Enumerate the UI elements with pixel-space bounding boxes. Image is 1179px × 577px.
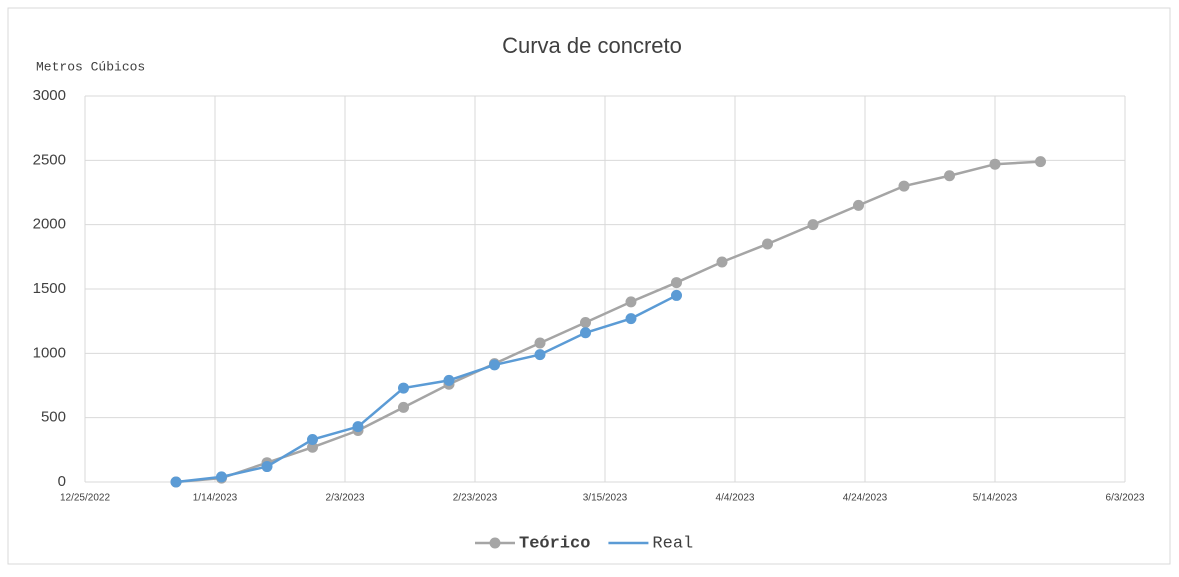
data-point — [625, 296, 637, 308]
y-axis-label: Metros Cúbicos — [36, 59, 145, 74]
data-point — [352, 421, 364, 433]
data-point — [261, 461, 273, 473]
data-point — [944, 170, 955, 182]
data-point — [989, 158, 1001, 170]
data-point — [671, 289, 682, 301]
data-point — [534, 349, 546, 361]
data-point — [625, 313, 637, 325]
data-point — [898, 180, 910, 192]
data-point — [443, 374, 455, 386]
data-point — [853, 199, 864, 211]
y-tick-label: 2000 — [33, 216, 66, 233]
data-point — [534, 337, 546, 349]
data-point — [762, 238, 773, 250]
data-point — [489, 359, 500, 371]
x-tick-label: 4/24/2023 — [843, 493, 888, 504]
x-tick-label: 6/3/2023 — [1106, 493, 1145, 504]
data-point — [398, 401, 409, 413]
series-line — [175, 160, 1041, 484]
legend-label: Real — [652, 534, 693, 553]
data-point — [807, 219, 819, 231]
x-tick-label: 12/25/2022 — [60, 493, 110, 504]
y-tick-label: 0 — [58, 473, 66, 490]
data-point — [170, 476, 182, 488]
data-point — [580, 316, 591, 328]
data-point — [398, 382, 409, 394]
y-tick-label: 1000 — [33, 344, 66, 361]
chart-border — [7, 7, 1171, 565]
y-tick-label: 500 — [41, 409, 66, 426]
legend-marker — [489, 537, 501, 549]
data-point — [716, 256, 728, 268]
x-tick-label: 3/15/2023 — [583, 493, 628, 504]
legend-label: Teórico — [519, 534, 590, 553]
x-tick-label: 5/14/2023 — [973, 493, 1018, 504]
chart-title: Curva de concreto — [502, 33, 682, 58]
y-tick-label: 2500 — [33, 151, 66, 168]
data-point — [671, 277, 682, 289]
data-point — [307, 434, 318, 446]
data-point — [307, 441, 318, 453]
x-tick-label: 2/3/2023 — [326, 493, 365, 504]
data-point — [580, 327, 591, 339]
data-point — [216, 471, 227, 483]
data-point — [1035, 156, 1046, 168]
y-tick-label: 1500 — [33, 280, 66, 297]
x-tick-label: 2/23/2023 — [453, 493, 498, 504]
x-tick-label: 1/14/2023 — [193, 493, 238, 504]
series-line — [175, 294, 678, 484]
x-tick-label: 4/4/2023 — [716, 493, 755, 504]
y-tick-label: 3000 — [33, 87, 66, 104]
